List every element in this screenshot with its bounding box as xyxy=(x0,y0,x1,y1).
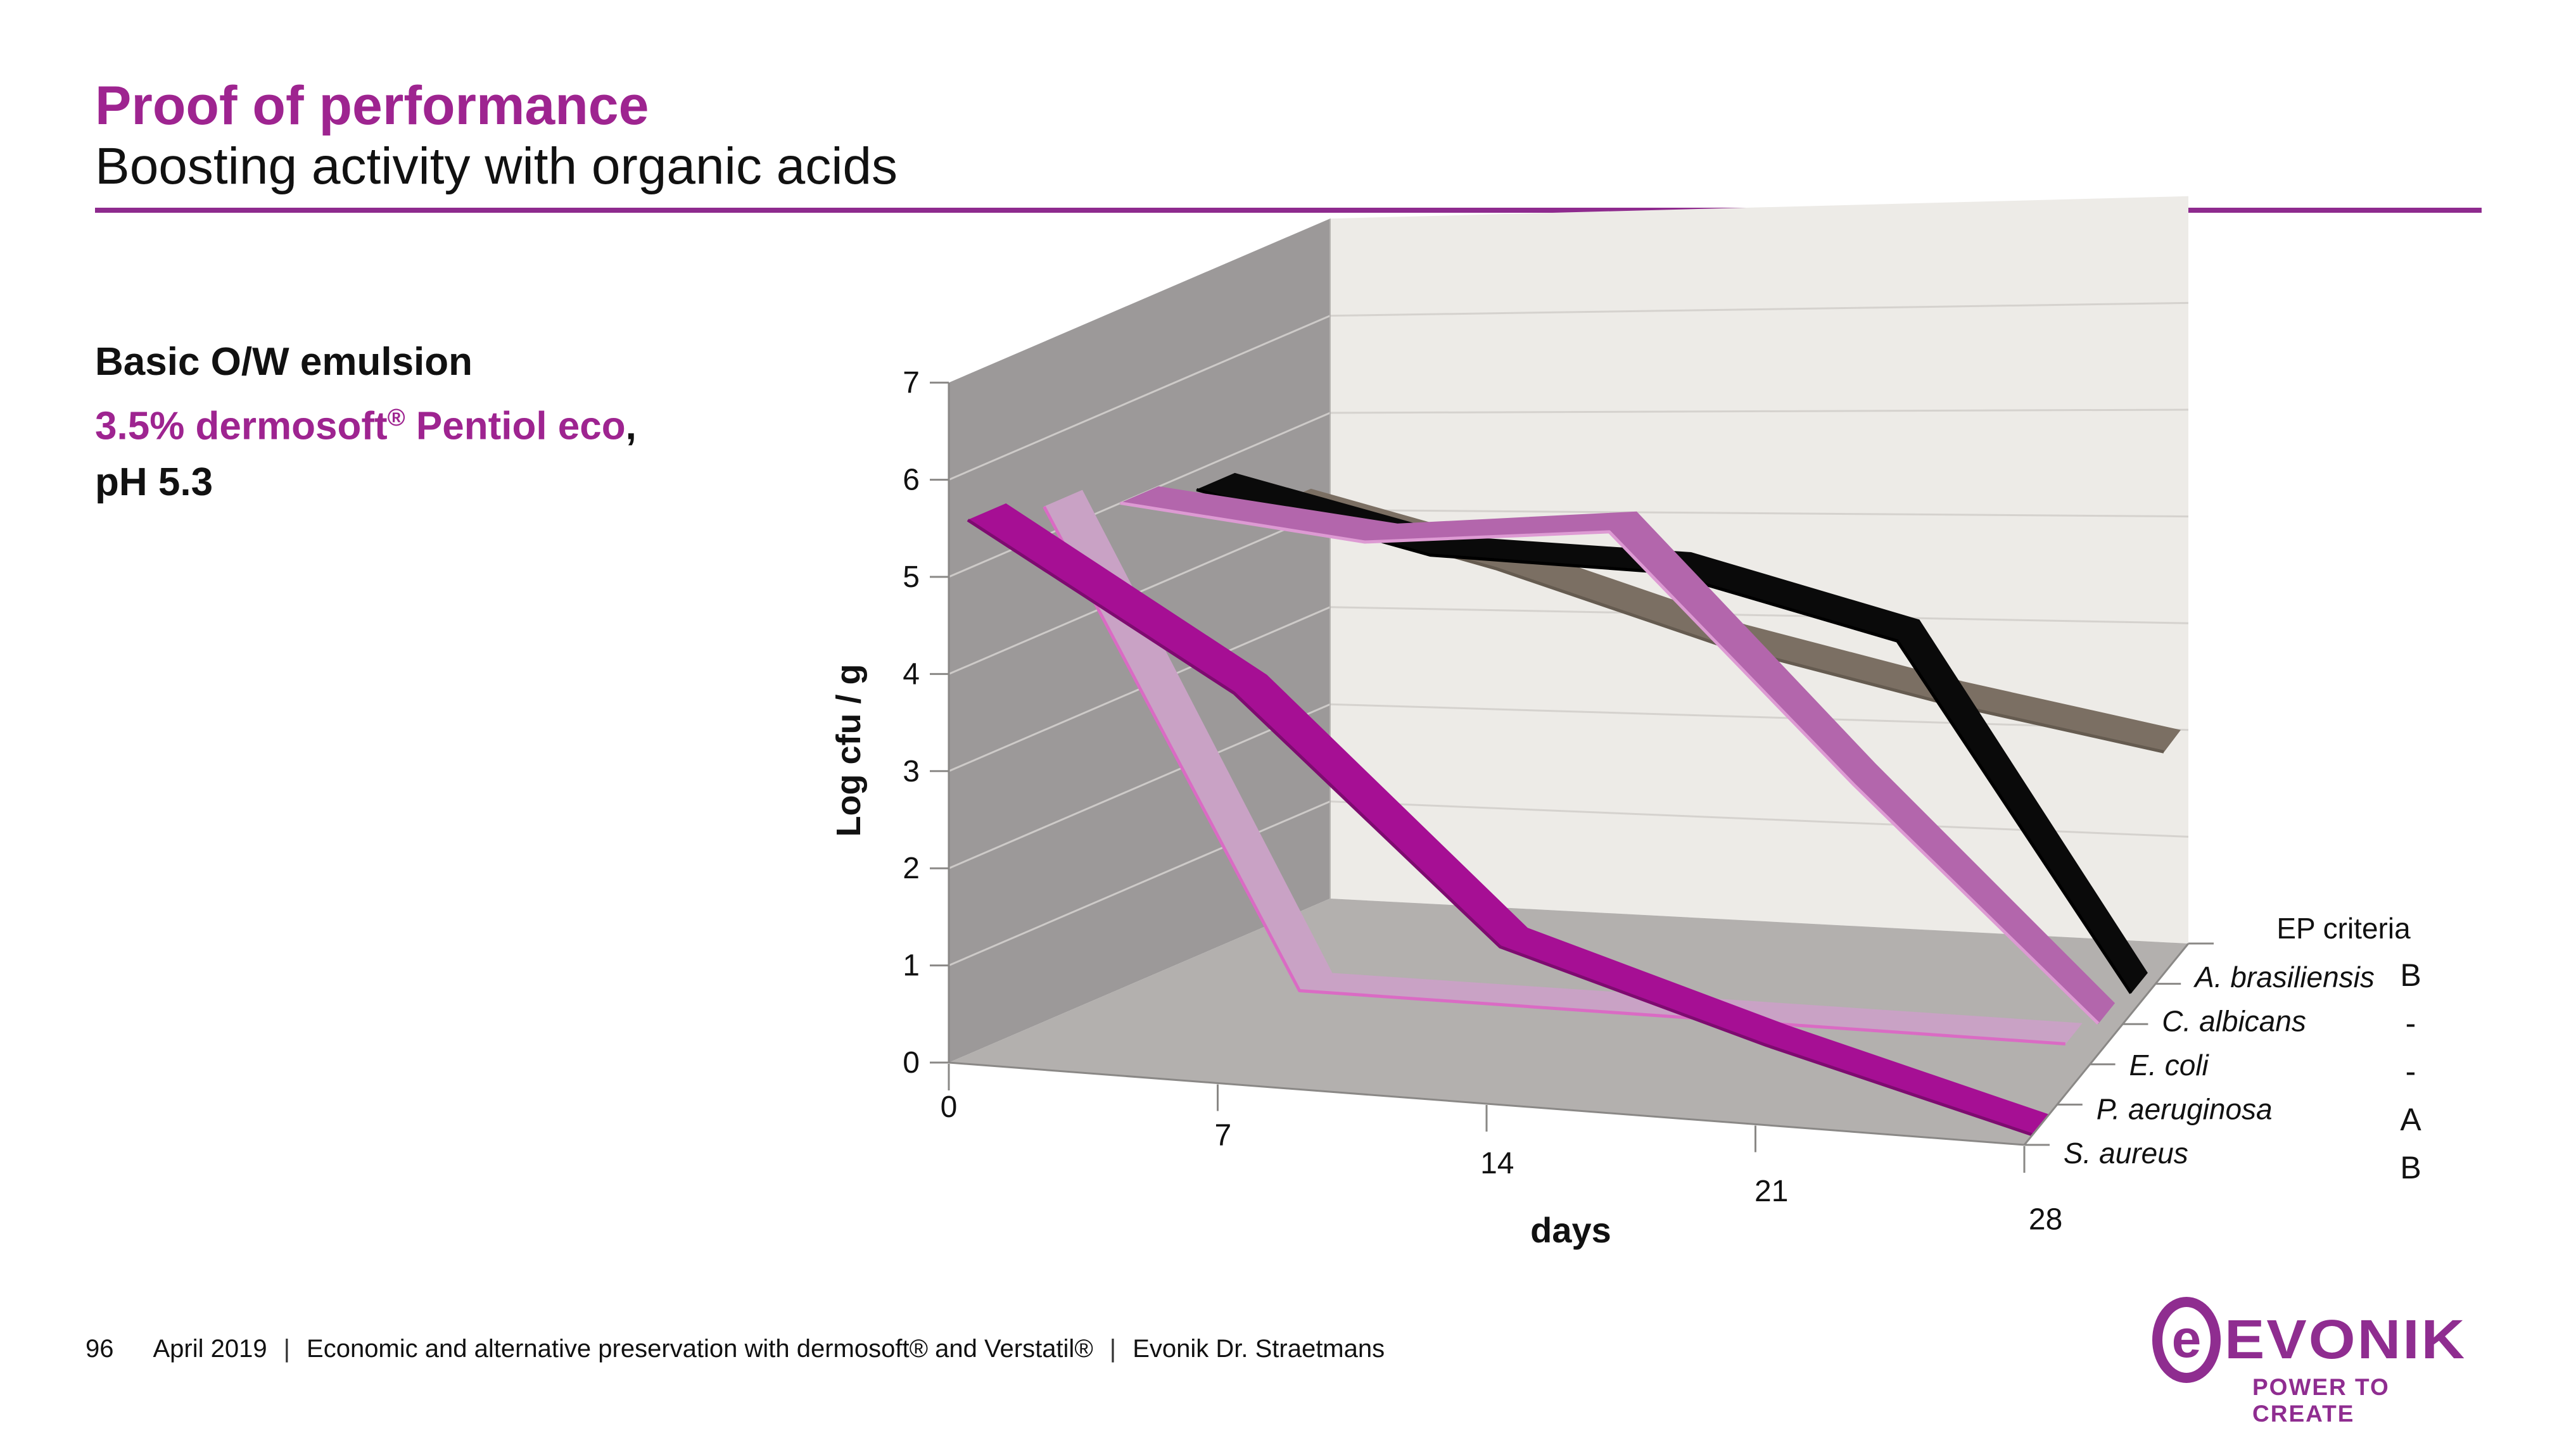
gridline-left-wall xyxy=(948,315,1331,481)
ep-criteria-value: A xyxy=(2400,1102,2421,1137)
y-tick-label: 0 xyxy=(903,1046,920,1080)
ingredient-text: 3.5% dermosoft xyxy=(95,404,388,448)
x-tick-label: 7 xyxy=(1215,1118,1232,1152)
title-divider xyxy=(95,208,2482,213)
evonik-e-icon: e xyxy=(2152,1297,2221,1383)
footer: 96 April 2019 | Economic and alternative pr… xyxy=(86,1335,1385,1363)
y-tick-label: 4 xyxy=(903,657,920,691)
y-axis-title: Log cfu / g xyxy=(830,664,868,837)
ep-criteria-header: EP criteria xyxy=(2276,912,2411,945)
page-subtitle: Boosting activity with organic acids xyxy=(95,137,898,195)
ep-criteria-value: B xyxy=(2400,957,2421,993)
y-tick-label: 1 xyxy=(903,949,920,983)
gridline-left-wall xyxy=(948,800,1331,966)
legend-label-s-aureus: S. aureus xyxy=(2064,1137,2188,1170)
gridline-back-wall xyxy=(1329,408,2189,414)
formulation-line-3: pH 5.3 xyxy=(95,460,213,504)
gridline-back-wall xyxy=(1329,508,2189,518)
x-axis-title: days xyxy=(1530,1210,1611,1250)
footer-separator-2: | xyxy=(1109,1335,1117,1363)
page-title: Proof of performance xyxy=(95,75,649,136)
formulation-info: Basic O/W emulsion 3.5% dermosoft® Penti… xyxy=(95,334,637,510)
legend-label-a-brasiliensis: A. brasiliensis xyxy=(2193,961,2375,994)
y-tick-label: 6 xyxy=(903,464,920,497)
ep-criteria-value: - xyxy=(2406,1054,2416,1089)
ingredient-text-rest: Pentiol eco xyxy=(405,404,626,448)
legend-label-c-albicans: C. albicans xyxy=(2162,1004,2306,1037)
legend-label-e-coli: E. coli xyxy=(2129,1049,2210,1082)
comma: , xyxy=(625,404,637,448)
gridline-back-wall xyxy=(1329,301,2189,317)
gridline-back-wall xyxy=(1329,606,2189,624)
x-axis-line xyxy=(948,1061,2025,1146)
ep-criteria-value: - xyxy=(2406,1006,2416,1041)
y-tick-label: 5 xyxy=(903,560,920,594)
x-tick-label: 21 xyxy=(1754,1175,1788,1208)
ribbon-edge-e-coli xyxy=(1120,502,2100,1025)
y-tick-label: 7 xyxy=(903,366,920,400)
footer-separator-1: | xyxy=(283,1335,291,1363)
y-tick-label: 2 xyxy=(903,852,920,885)
x-tick-label: 0 xyxy=(941,1090,958,1124)
registered-mark: ® xyxy=(387,405,405,431)
series-axis-line xyxy=(2023,943,2190,1146)
formulation-line-1: Basic O/W emulsion xyxy=(95,340,473,384)
ribbon-edge-p-aeruginosa xyxy=(1043,506,2065,1045)
footer-author: Evonik Dr. Straetmans xyxy=(1133,1335,1385,1363)
evonik-tagline: POWER TO CREATE xyxy=(2252,1374,2390,1427)
ep-criteria-value: B xyxy=(2400,1150,2421,1185)
footer-date: April 2019 xyxy=(153,1335,267,1363)
page-number: 96 xyxy=(86,1335,114,1363)
x-tick-label: 14 xyxy=(1480,1147,1514,1180)
formulation-line-2: 3.5% dermosoft® Pentiol eco, xyxy=(95,390,637,455)
y-tick-label: 3 xyxy=(903,755,920,788)
legend-label-p-aeruginosa: P. aeruginosa xyxy=(2097,1093,2273,1126)
gridline-left-wall xyxy=(948,703,1331,869)
evonik-logo: e EVONIK POWER TO CREATE xyxy=(2151,1292,2496,1427)
x-tick-label: 28 xyxy=(2029,1203,2062,1237)
svg-text:e: e xyxy=(2172,1309,2202,1368)
footer-description: Economic and alternative preservation wi… xyxy=(307,1335,1093,1363)
evonik-wordmark: EVONIK xyxy=(2224,1308,2467,1371)
ribbon-edge-s-aureus xyxy=(967,519,2033,1137)
